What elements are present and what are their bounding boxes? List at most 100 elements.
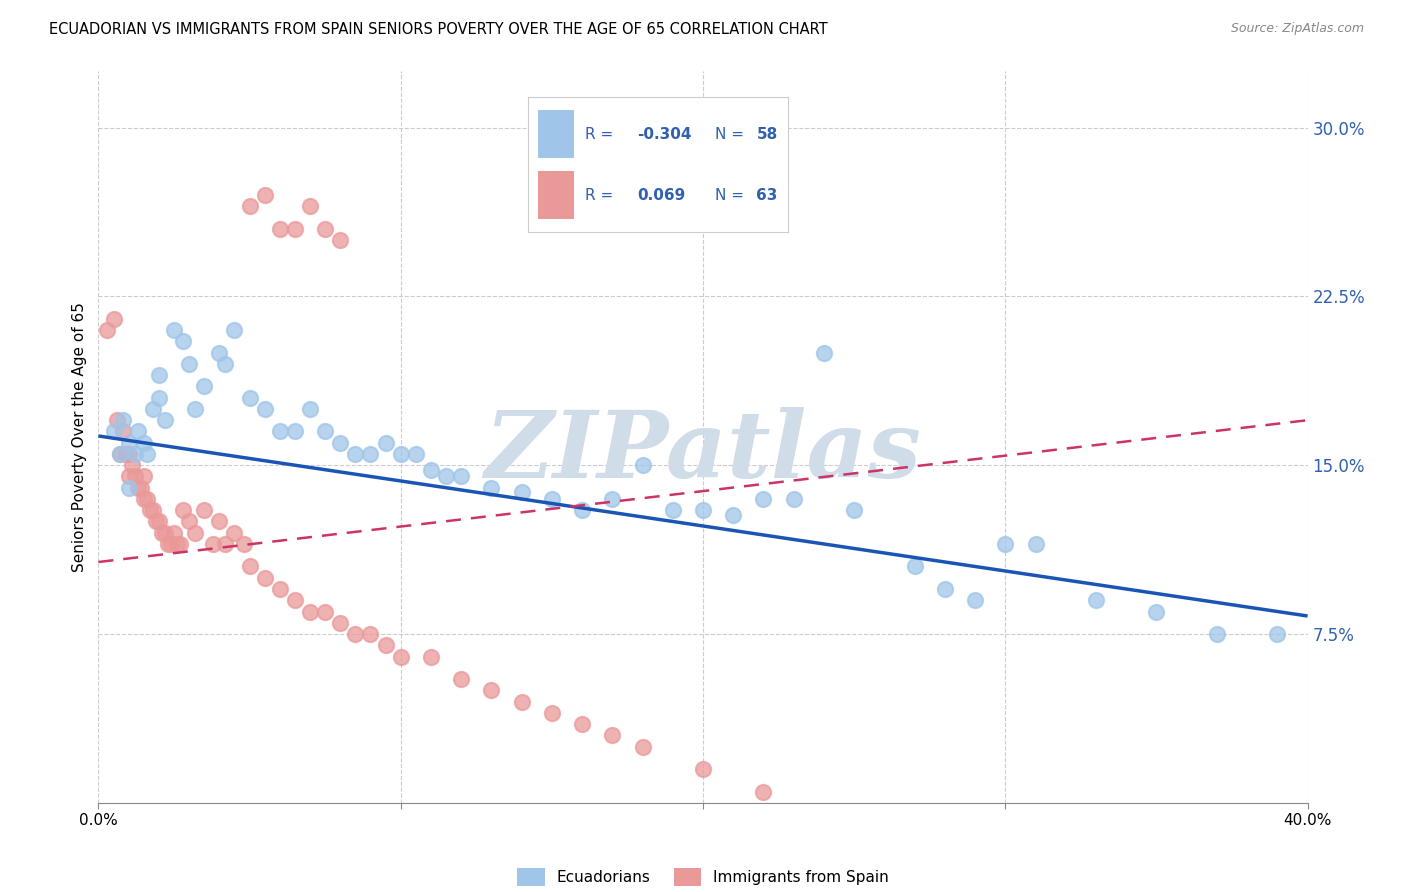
Point — [1206, 627, 1229, 641]
Point — [193, 503, 215, 517]
Point — [510, 485, 533, 500]
Point — [314, 222, 336, 236]
Point — [172, 503, 194, 517]
Point — [420, 649, 443, 664]
Point — [253, 188, 276, 202]
Point — [121, 458, 143, 473]
Point — [752, 784, 775, 798]
Point — [111, 425, 134, 439]
Point — [129, 481, 152, 495]
Point — [224, 323, 246, 337]
Point — [994, 537, 1017, 551]
Point — [510, 694, 533, 708]
Point — [783, 491, 806, 506]
Point — [253, 401, 276, 416]
Point — [96, 323, 118, 337]
Point — [314, 605, 336, 619]
Point — [329, 615, 352, 630]
Point — [142, 401, 165, 416]
Point — [135, 447, 157, 461]
Point — [163, 323, 186, 337]
Point — [360, 627, 382, 641]
Point — [214, 537, 236, 551]
Point — [1144, 605, 1167, 619]
Point — [139, 503, 162, 517]
Point — [208, 515, 231, 529]
Point — [150, 525, 173, 540]
Point — [108, 447, 131, 461]
Point — [145, 515, 167, 529]
Point — [1085, 593, 1108, 607]
Point — [389, 447, 412, 461]
Point — [844, 503, 866, 517]
Point — [239, 391, 262, 405]
Point — [118, 447, 141, 461]
Point — [124, 447, 146, 461]
Point — [103, 312, 125, 326]
Point — [253, 571, 276, 585]
Point — [329, 435, 352, 450]
Point — [481, 683, 503, 698]
Point — [172, 334, 194, 349]
Point — [179, 515, 201, 529]
Point — [142, 503, 165, 517]
Point — [540, 491, 562, 506]
Point — [631, 458, 654, 473]
Point — [374, 638, 396, 652]
Point — [329, 233, 352, 247]
Point — [214, 357, 236, 371]
Point — [153, 413, 176, 427]
Point — [571, 503, 593, 517]
Point — [269, 222, 291, 236]
Point — [571, 717, 593, 731]
Point — [752, 491, 775, 506]
Point — [184, 401, 207, 416]
Point — [202, 537, 225, 551]
Point — [239, 199, 262, 213]
Point — [360, 447, 382, 461]
Point — [208, 345, 231, 359]
Point — [904, 559, 927, 574]
Point — [132, 491, 155, 506]
Point — [166, 537, 188, 551]
Y-axis label: Seniors Poverty Over the Age of 65: Seniors Poverty Over the Age of 65 — [72, 302, 87, 572]
Point — [193, 379, 215, 393]
Point — [148, 515, 170, 529]
Point — [602, 728, 624, 742]
Point — [434, 469, 457, 483]
Point — [450, 469, 472, 483]
Point — [127, 481, 149, 495]
Point — [299, 199, 322, 213]
Point — [450, 672, 472, 686]
Point — [344, 447, 367, 461]
Point — [184, 525, 207, 540]
Point — [124, 469, 146, 483]
Point — [132, 435, 155, 450]
Point — [299, 605, 322, 619]
Point — [179, 357, 201, 371]
Point — [111, 413, 134, 427]
Point — [132, 469, 155, 483]
Point — [169, 537, 191, 551]
Point — [160, 537, 183, 551]
Point — [374, 435, 396, 450]
Point — [1267, 627, 1289, 641]
Point — [103, 425, 125, 439]
Point — [389, 649, 412, 664]
Point — [239, 559, 262, 574]
Point — [114, 447, 136, 461]
Point — [631, 739, 654, 754]
Point — [405, 447, 427, 461]
Point — [284, 425, 307, 439]
Point — [723, 508, 745, 522]
Point — [540, 706, 562, 720]
Point — [284, 222, 307, 236]
Point — [692, 762, 714, 776]
Point — [148, 368, 170, 383]
Point — [420, 463, 443, 477]
Point — [344, 627, 367, 641]
Point — [661, 503, 683, 517]
Text: Source: ZipAtlas.com: Source: ZipAtlas.com — [1230, 22, 1364, 36]
Point — [108, 447, 131, 461]
Point — [163, 525, 186, 540]
